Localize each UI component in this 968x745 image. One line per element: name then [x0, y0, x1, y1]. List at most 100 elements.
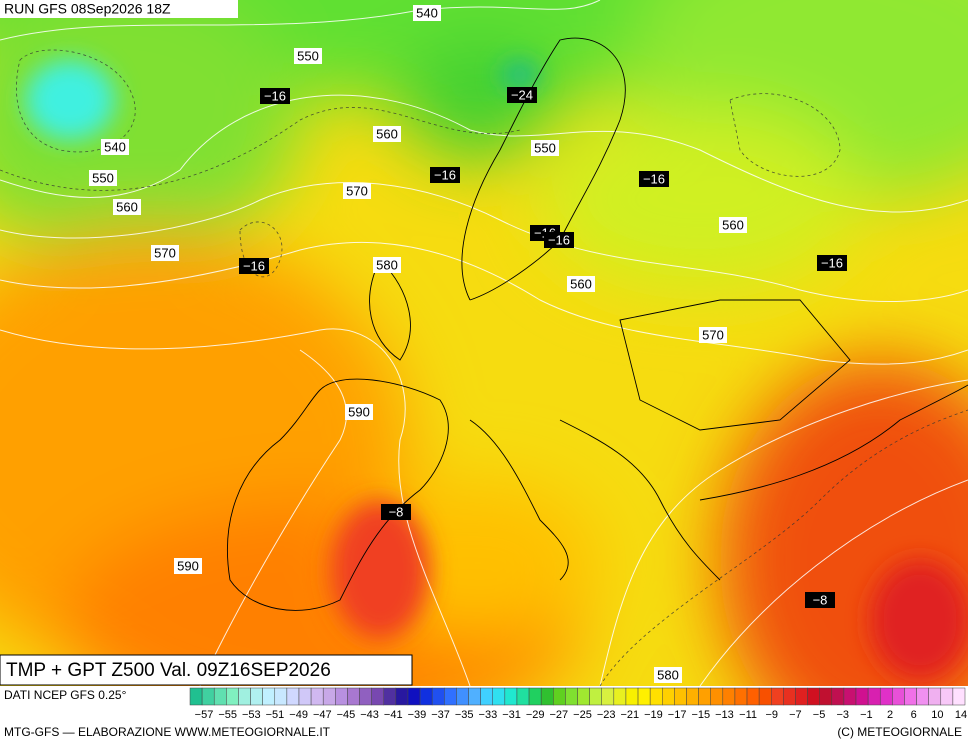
contour-label: 560 — [116, 199, 138, 214]
data-source: DATI NCEP GFS 0.25° — [4, 688, 127, 702]
legend-swatch — [504, 687, 518, 706]
contour-label-bg — [531, 140, 559, 156]
title-box — [0, 654, 413, 686]
contour-label: 570 — [346, 183, 368, 198]
legend-swatch — [734, 687, 748, 706]
contour-label: 550 — [92, 170, 114, 185]
temp-label-bg — [817, 255, 847, 271]
contour-label-bg — [373, 257, 401, 273]
legend-label: −47 — [313, 709, 332, 721]
footer-left: MTG-GFS — ELABORAZIONE WWW.METEOGIORNALE… — [4, 725, 331, 739]
legend-swatch — [286, 687, 300, 706]
legend-swatch — [407, 687, 421, 706]
legend-swatch — [262, 687, 276, 706]
legend-swatch — [540, 687, 554, 706]
legend-label: −33 — [479, 709, 498, 721]
legend-label: −31 — [502, 709, 521, 721]
temp-label: −16 — [243, 258, 265, 273]
legend-label: −15 — [691, 709, 710, 721]
legend-label: −37 — [431, 709, 450, 721]
legend-label: −5 — [813, 709, 826, 721]
contour-label-bg — [151, 245, 179, 261]
contour-label-bg — [719, 217, 747, 233]
legend-swatch — [904, 687, 917, 706]
legend-swatch — [843, 687, 857, 706]
legend-swatch — [359, 687, 372, 706]
legend-swatch — [662, 687, 675, 706]
contour-label: 580 — [657, 667, 679, 682]
contour-label-bg — [413, 5, 441, 21]
legend-swatch — [771, 687, 784, 706]
legend-swatch — [674, 687, 687, 706]
legend-swatch — [783, 687, 796, 706]
legend-swatch — [601, 687, 615, 706]
legend-swatch — [637, 687, 651, 706]
legend-swatch — [322, 687, 336, 706]
temp-label-bg — [430, 167, 460, 183]
color-legend: −57 −55 −53 −51 −49 −47 −45 −43 −41 −39 −37 −35 −33−… — [189, 687, 967, 721]
legend-swatch — [928, 687, 942, 706]
temp-label-bg — [805, 592, 835, 608]
legend-swatch — [238, 687, 251, 706]
coastlines — [227, 37, 968, 611]
legend-swatch — [565, 687, 578, 706]
contour-label-bg — [345, 404, 373, 420]
legend-swatch — [613, 687, 627, 706]
contour-label-bg — [373, 126, 401, 142]
legend-label: 14 — [955, 709, 967, 721]
legend-swatch — [722, 687, 736, 706]
temp-label: −8 — [389, 504, 404, 519]
legend-swatch — [395, 687, 409, 706]
temp-label-bg — [639, 171, 669, 187]
temp-label: −16 — [643, 171, 665, 186]
temp-label: −24 — [511, 87, 533, 102]
contour-label: 540 — [416, 5, 438, 20]
contour-label: 560 — [570, 276, 592, 291]
legend-label: −19 — [644, 709, 663, 721]
temp-label-bg — [381, 504, 411, 520]
legend-swatch — [892, 687, 905, 706]
legend-label: −43 — [360, 709, 379, 721]
legend-label: −57 — [195, 709, 214, 721]
contour-label-bg — [113, 199, 141, 215]
contour-label-bg — [174, 558, 202, 574]
map-title: TMP + GPT Z500 Val. 09Z16SEP2026 — [6, 660, 331, 681]
legend-label: −3 — [836, 709, 849, 721]
footer-right: (C) METEOGIORNALE — [837, 725, 962, 739]
legend-swatch — [383, 687, 397, 706]
contour-label: 590 — [177, 558, 199, 573]
legend-swatch — [371, 687, 384, 706]
legend-label: −21 — [620, 709, 639, 721]
legend-swatch — [250, 687, 263, 706]
legend-swatch — [649, 687, 663, 706]
legend-label: 10 — [931, 709, 943, 721]
legend-swatch — [201, 687, 215, 706]
legend-swatch — [831, 687, 845, 706]
contour-label: 560 — [376, 126, 398, 141]
legend-swatch — [431, 687, 445, 706]
legend-label: −9 — [765, 709, 778, 721]
legend-label: −45 — [337, 709, 356, 721]
legend-swatch — [553, 687, 566, 706]
legend-swatch — [468, 687, 481, 706]
legend-label: −51 — [266, 709, 285, 721]
temp-label: −16 — [548, 232, 570, 247]
contour-label: 590 — [348, 404, 370, 419]
legend-label: −29 — [526, 709, 545, 721]
legend-label: −17 — [668, 709, 687, 721]
legend-swatch — [516, 687, 530, 706]
legend-swatch — [347, 687, 360, 706]
legend-label: −49 — [289, 709, 308, 721]
legend-label: −23 — [597, 709, 616, 721]
legend-swatch — [807, 687, 820, 706]
temp-label-bg — [544, 232, 574, 248]
legend-swatch — [686, 687, 699, 706]
temp-label: −16 — [264, 88, 286, 103]
contour-label: 580 — [376, 257, 398, 272]
legend-swatch — [795, 687, 808, 706]
legend-swatch — [710, 687, 724, 706]
legend-swatch — [867, 687, 881, 706]
isotherms — [0, 49, 968, 686]
contour-label-bg — [89, 170, 117, 186]
